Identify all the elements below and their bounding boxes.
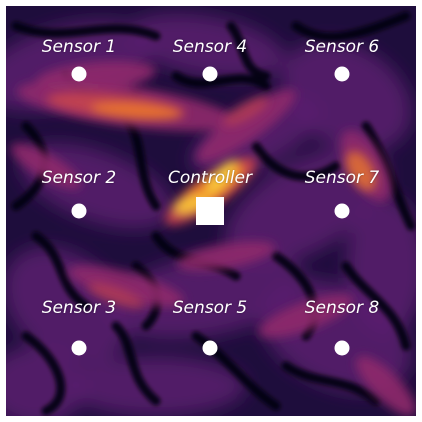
field-dark-streak [226,21,271,81]
field-hot-layer [46,92,377,309]
field-dark-streak [171,71,271,91]
field-yellow-band [205,160,237,196]
sensor-2-marker[interactable] [71,203,87,219]
sensor-6-label: Sensor 6 [304,37,380,57]
field-magenta-band [10,143,82,189]
sensor-4-label: Sensor 4 [172,37,248,57]
sensor-7-label: Sensor 7 [304,168,380,188]
sensor-5-label: Sensor 5 [172,298,248,318]
field-dark-streak [31,231,91,311]
field-dark-streak [341,261,411,351]
field-dark-streak [251,141,341,181]
field-red-band [223,96,269,126]
field-dark-streak [21,331,66,416]
field-magenta-band [258,294,354,338]
field-dark-streak [361,121,416,231]
field-purple-blob [224,146,388,266]
field-dark-streak [11,21,161,41]
field-dark-streak [281,361,381,406]
field-magenta-band [196,89,296,163]
sensor-5-marker[interactable] [202,340,218,356]
field-purple-blob [66,356,246,416]
sensor-4-marker[interactable] [202,66,218,82]
field-magenta-band [176,241,276,271]
sensor-2-label: Sensor 2 [41,168,117,188]
field-dark-streak [111,321,161,406]
field-orange-band [345,151,377,191]
field-magenta-band [67,265,185,307]
field-purple-blob [346,196,416,336]
controller-label: Controller [168,168,252,188]
sensor-6-marker[interactable] [334,66,350,82]
sensor-1-label: Sensor 1 [41,37,117,57]
field-magenta-band [356,356,416,416]
sensor-8-marker[interactable] [334,340,350,356]
controller-marker[interactable] [196,197,224,225]
sensor-3-marker[interactable] [71,340,87,356]
sensor-8-label: Sensor 8 [304,298,380,318]
sensor-3-label: Sensor 3 [41,298,117,318]
field-red-band [87,283,145,309]
field-magenta-band [36,61,156,91]
field-dark-streak [291,11,411,42]
field-purple-blob [6,346,86,416]
sensor-1-marker[interactable] [71,66,87,82]
field-orange-band [91,102,181,120]
sensor-7-marker[interactable] [334,203,350,219]
